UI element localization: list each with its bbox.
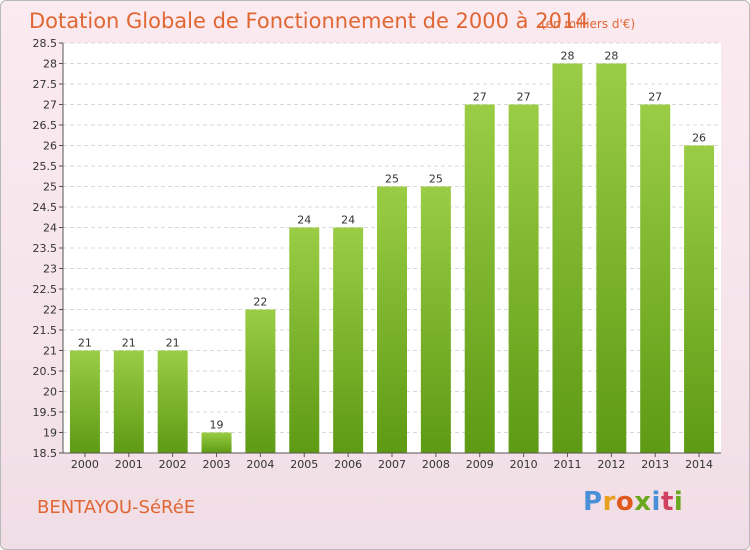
y-tick-label: 27 bbox=[43, 99, 57, 112]
bar-2008 bbox=[420, 186, 451, 453]
data-label: 26 bbox=[692, 132, 706, 145]
x-tick-label: 2004 bbox=[246, 458, 274, 471]
bars: 21 21 21 19 22 24 24 25 25 27 27 28 28 27 26 bbox=[69, 50, 715, 453]
y-tick-label: 26.5 bbox=[33, 119, 58, 132]
x-tick-label: 2006 bbox=[334, 458, 362, 471]
data-label: 24 bbox=[297, 214, 311, 227]
y-tick-label: 25 bbox=[43, 181, 57, 194]
y-tick-label: 19 bbox=[43, 427, 57, 440]
bar-2002 bbox=[157, 350, 188, 453]
bar-2007 bbox=[377, 186, 407, 453]
y-tick-label: 18.5 bbox=[33, 447, 58, 460]
x-axis: 2000 2001 2002 2003 2004 2005 2006 2007 2008 2009… bbox=[63, 452, 721, 471]
proxiti-logo: Proxiti bbox=[583, 487, 683, 517]
data-label: 27 bbox=[517, 91, 531, 104]
y-tick-label: 28.5 bbox=[33, 37, 58, 50]
logo-letter: t bbox=[660, 487, 674, 517]
data-label: 25 bbox=[429, 173, 443, 186]
bar-2005 bbox=[289, 227, 320, 453]
x-tick-label: 2010 bbox=[510, 458, 538, 471]
y-tick-label: 19.5 bbox=[33, 406, 58, 419]
y-tick-label: 22 bbox=[43, 304, 57, 317]
data-label: 21 bbox=[78, 337, 92, 350]
x-tick-label: 2002 bbox=[159, 458, 187, 471]
data-label: 25 bbox=[385, 173, 399, 186]
x-tick-label: 2007 bbox=[378, 458, 406, 471]
chart-subtitle: (en milliers d'€) bbox=[541, 17, 636, 31]
x-tick-label: 2013 bbox=[641, 458, 669, 471]
y-tick-label: 23 bbox=[43, 263, 57, 276]
bar-2010 bbox=[508, 104, 539, 453]
bar-2004 bbox=[245, 309, 276, 453]
x-tick-label: 2012 bbox=[597, 458, 625, 471]
y-tick-label: 24.5 bbox=[33, 201, 58, 214]
bar-2012 bbox=[596, 63, 627, 453]
x-tick-label: 2009 bbox=[466, 458, 494, 471]
logo-letter: o bbox=[615, 487, 635, 517]
bar-2003 bbox=[201, 432, 232, 453]
y-tick-label: 27.5 bbox=[33, 78, 58, 91]
data-label: 19 bbox=[210, 419, 224, 432]
data-label: 21 bbox=[122, 337, 136, 350]
y-tick-label: 25.5 bbox=[33, 160, 58, 173]
x-tick-label: 2014 bbox=[685, 458, 713, 471]
data-label: 27 bbox=[473, 91, 487, 104]
x-tick-label: 2000 bbox=[71, 458, 99, 471]
x-tick-label: 2003 bbox=[203, 458, 231, 471]
bar-2014 bbox=[684, 145, 715, 453]
x-tick-label: 2005 bbox=[290, 458, 318, 471]
data-label: 27 bbox=[648, 91, 662, 104]
logo-letter: i bbox=[673, 487, 684, 517]
logo-letter: P bbox=[583, 487, 603, 517]
data-label: 21 bbox=[166, 337, 180, 350]
logo-letter: r bbox=[602, 487, 616, 517]
bar-2011 bbox=[552, 63, 583, 453]
y-tick-label: 20 bbox=[43, 386, 57, 399]
logo-letter: x bbox=[634, 487, 652, 517]
commune-name: BENTAYOU-SéRéE bbox=[37, 497, 196, 518]
data-label: 28 bbox=[604, 50, 618, 63]
y-tick-label: 23.5 bbox=[33, 242, 58, 255]
y-tick-label: 28 bbox=[43, 58, 57, 71]
y-tick-label: 26 bbox=[43, 140, 57, 153]
y-axis: 18.5 19 19.5 20 20.5 21 21.5 22 22.5 23 23.5 24 24.5… bbox=[33, 37, 64, 460]
x-tick-label: 2001 bbox=[115, 458, 143, 471]
bar-2009 bbox=[464, 104, 495, 453]
y-tick-label: 21.5 bbox=[33, 324, 58, 337]
data-label: 22 bbox=[253, 296, 267, 309]
x-tick-label: 2011 bbox=[553, 458, 581, 471]
bar-2000 bbox=[69, 350, 100, 453]
y-tick-label: 20.5 bbox=[33, 365, 58, 378]
x-tick-label: 2008 bbox=[422, 458, 450, 471]
y-tick-label: 22.5 bbox=[33, 283, 58, 296]
logo-letter: i bbox=[651, 487, 661, 517]
bar-2006 bbox=[333, 227, 364, 453]
chart-title: Dotation Globale de Fonctionnement de 20… bbox=[29, 9, 589, 33]
bar-2013 bbox=[640, 104, 671, 453]
data-label: 28 bbox=[560, 50, 574, 63]
y-tick-label: 24 bbox=[43, 222, 57, 235]
bar-2001 bbox=[113, 350, 144, 453]
y-tick-label: 21 bbox=[43, 345, 57, 358]
data-label: 24 bbox=[341, 214, 355, 227]
